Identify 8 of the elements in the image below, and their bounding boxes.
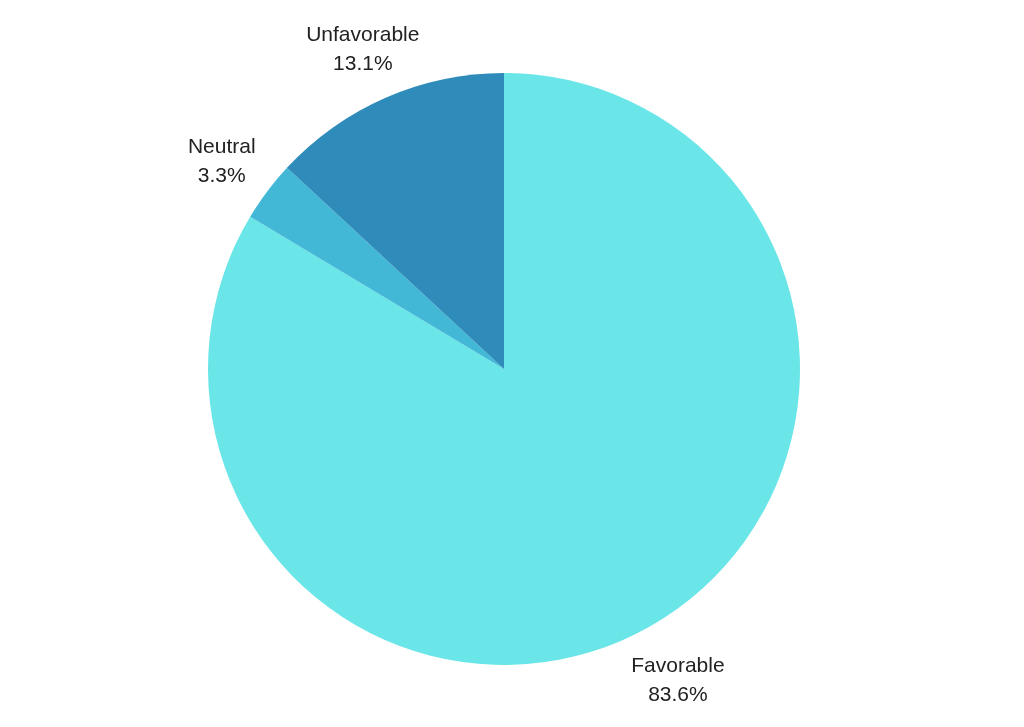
slice-label: Favorable	[631, 653, 725, 677]
data-label: 13.1%	[333, 51, 393, 75]
pie-slice	[286, 73, 504, 369]
slice-label: Unfavorable	[306, 22, 420, 46]
data-label: 3.3%	[197, 163, 246, 187]
data-label: 83.6%	[648, 682, 708, 706]
slice-label: Neutral	[187, 134, 256, 158]
pie-slice	[250, 167, 504, 369]
